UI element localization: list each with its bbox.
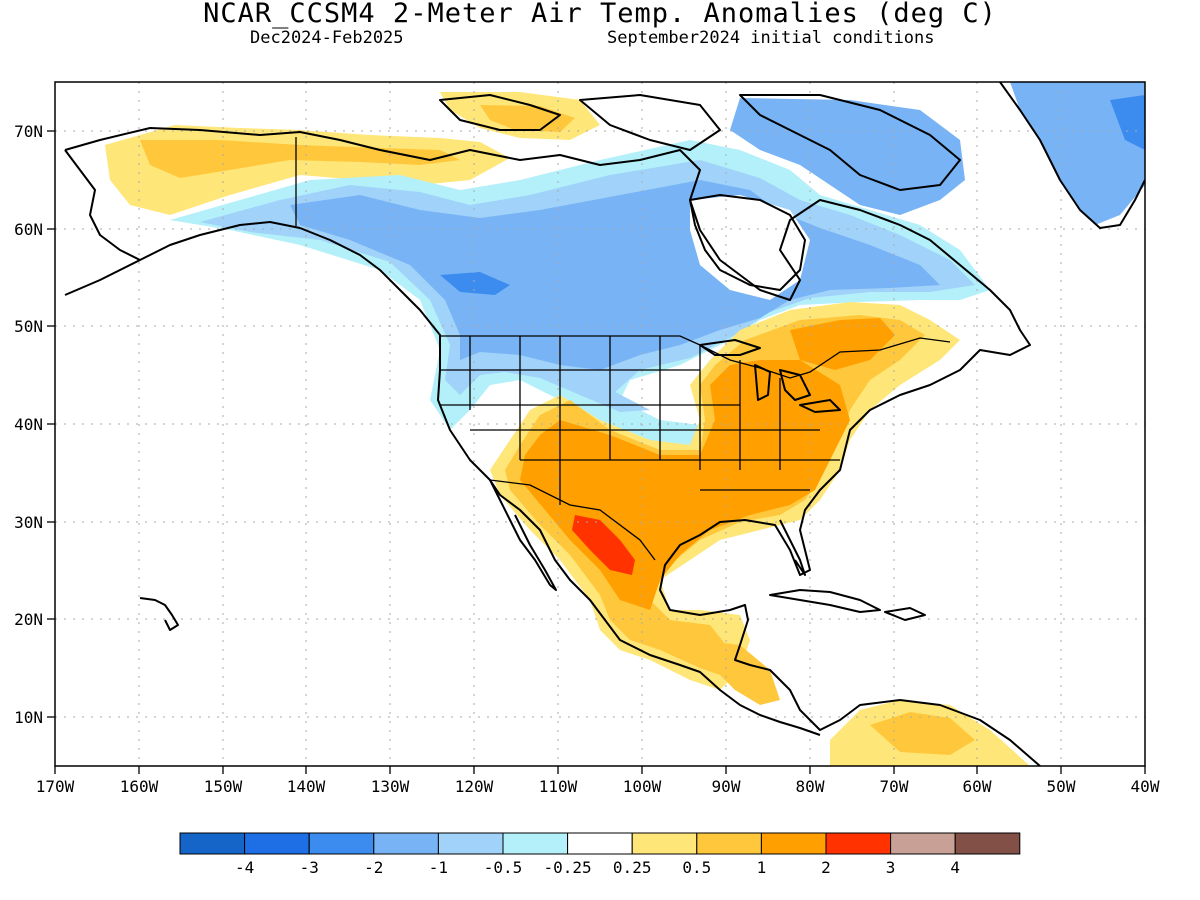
coastline-alaska-south: [64, 221, 301, 296]
lon-label: 50W: [1047, 777, 1076, 796]
map-title: NCAR_CCSM4 2-Meter Air Temp. Anomalies (…: [203, 0, 997, 29]
border-us-mexico: [489, 479, 656, 561]
colorbar-label: -2: [364, 858, 383, 877]
lon-label: 140W: [287, 777, 326, 796]
lon-label: 90W: [712, 777, 741, 796]
latitude-labels: 70N 60N 50N 40N 30N 20N 10N: [14, 122, 43, 727]
colorbar-swatch: [308, 832, 375, 855]
lon-label: 150W: [204, 777, 243, 796]
coastline-great-lakes: [699, 339, 841, 413]
anomaly-region-canada-coldest: [440, 272, 510, 295]
coastlines: [64, 82, 1145, 766]
colorbar-label: -4: [235, 858, 254, 877]
colorbar-label: 0.5: [682, 858, 711, 877]
anomaly-region-great-lakes-warm: [790, 318, 895, 370]
lat-label: 60N: [14, 220, 43, 239]
colorbar: -4 -3 -2 -1 -0.5 -0.25 0.25 0.5 1 2 3 4: [179, 832, 1021, 877]
lat-label: 40N: [14, 415, 43, 434]
colorbar-label: -1: [429, 858, 448, 877]
coastline-hawaii: [139, 597, 179, 631]
colorbar-swatch: [631, 832, 698, 855]
colorbar-swatch: [244, 832, 310, 855]
colorbar-label: 2: [821, 858, 831, 877]
colorbar-swatch: [567, 832, 633, 855]
longitude-labels: 170W 160W 150W 140W 130W 120W 110W 100W …: [36, 777, 1160, 796]
border-us-canada: [440, 335, 951, 379]
coastline-florida: [779, 519, 806, 576]
lon-label: 60W: [963, 777, 992, 796]
colorbar-label: 3: [886, 858, 896, 877]
coastline-cuba: [769, 589, 881, 613]
lat-label: 20N: [14, 610, 43, 629]
graticule: [55, 82, 1145, 766]
political-borders: [295, 137, 951, 561]
ticks: [47, 130, 1146, 774]
anomaly-region-hudson-white: [690, 195, 810, 300]
coastline-hudson-bay: [689, 194, 806, 291]
lon-label: 170W: [36, 777, 75, 796]
lat-label: 70N: [14, 122, 43, 141]
colorbar-swatches: [179, 832, 1021, 855]
colorbar-swatch: [437, 832, 504, 855]
anomaly-region-mexico-strong: [572, 515, 635, 575]
lon-label: 100W: [623, 777, 662, 796]
anomaly-region-greenland-colder: [1110, 95, 1145, 150]
coastline-greenland: [999, 82, 1145, 229]
coastline-alaska-west: [64, 149, 141, 261]
anomaly-region-greenland-cold: [1010, 82, 1145, 225]
lon-label: 80W: [796, 777, 825, 796]
borders-us-states: [440, 336, 840, 505]
colorbar-label: 1: [757, 858, 767, 877]
coastline-arctic-islands: [439, 94, 961, 191]
colorbar-swatch: [954, 832, 1021, 855]
lon-label: 120W: [455, 777, 494, 796]
coastline-hispaniola: [884, 607, 926, 621]
anomaly-region-central-america-warm: [700, 640, 780, 705]
forecast-period: Dec2024-Feb2025: [250, 28, 404, 48]
colorbar-swatch: [179, 832, 246, 855]
coastline-north-america: [64, 127, 1041, 766]
colorbar-label: -0.5: [484, 858, 523, 877]
colorbar-swatch: [373, 832, 439, 855]
lon-label: 40W: [1131, 777, 1160, 796]
colorbar-label: 4: [950, 858, 960, 877]
colorbar-label: -0.25: [544, 858, 592, 877]
lat-label: 50N: [14, 317, 43, 336]
colorbar-swatch: [760, 832, 827, 855]
lon-label: 70W: [880, 777, 909, 796]
lon-label: 130W: [371, 777, 410, 796]
coastline-pacific: [299, 227, 821, 736]
colorbar-label: -3: [300, 858, 319, 877]
lat-label: 10N: [14, 708, 43, 727]
anomaly-region-quebec-cold: [730, 98, 965, 215]
colorbar-swatch: [502, 832, 569, 855]
colorbar-swatch: [825, 832, 892, 855]
anomaly-region-south-america-warm-core: [870, 712, 975, 755]
anomaly-shading: [105, 82, 1145, 766]
colorbar-swatch: [890, 832, 956, 855]
colorbar-swatch: [696, 832, 762, 855]
colorbar-labels: -4 -3 -2 -1 -0.5 -0.25 0.25 0.5 1 2 3 4: [235, 858, 960, 877]
lon-label: 110W: [539, 777, 578, 796]
lat-label: 30N: [14, 513, 43, 532]
lon-label: 160W: [120, 777, 159, 796]
initial-conditions: September2024 initial conditions: [607, 28, 935, 48]
map-area: [55, 82, 1145, 766]
colorbar-label: 0.25: [613, 858, 652, 877]
coastline-baja: [489, 479, 557, 591]
